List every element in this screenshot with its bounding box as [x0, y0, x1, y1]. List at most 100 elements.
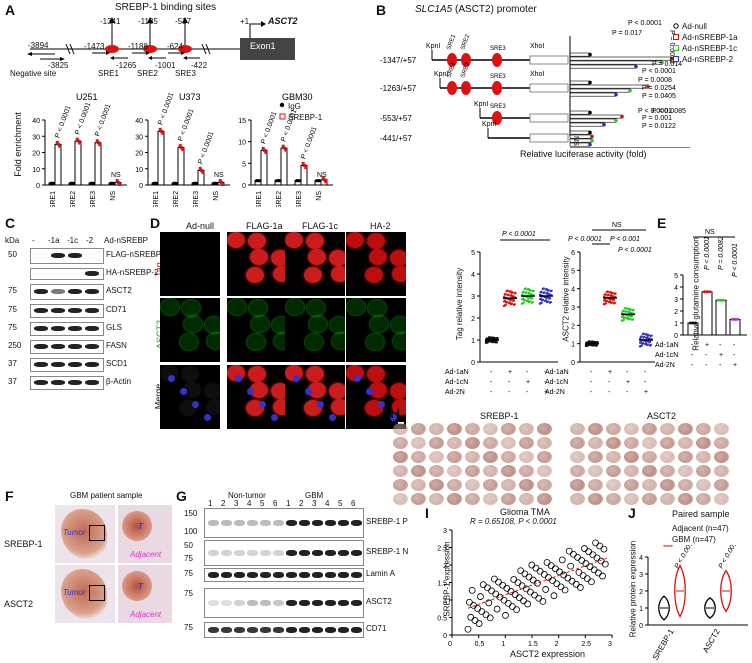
y-tick-label: 4 — [571, 287, 575, 294]
panel-letter-f: F — [5, 488, 14, 504]
blot-band — [51, 344, 65, 349]
data-point — [511, 291, 514, 294]
cond-sign: - — [490, 389, 493, 396]
blot-band — [85, 308, 99, 313]
tma-core — [429, 465, 444, 477]
blot-band — [221, 627, 232, 633]
ihc-tumor-region — [61, 569, 107, 619]
scatter-point — [599, 572, 606, 580]
data-point — [545, 287, 548, 291]
cond-sign: - — [644, 379, 647, 386]
dot-srebp — [198, 166, 202, 170]
data-point — [649, 343, 652, 347]
blot-header: Ad-nSREBP — [104, 236, 149, 245]
tma-core — [678, 479, 693, 491]
data-point — [546, 300, 550, 303]
cell — [248, 233, 266, 249]
cond-label: Ad-2N — [545, 389, 565, 396]
violin — [658, 595, 670, 621]
cell — [306, 366, 324, 382]
data-point — [627, 307, 630, 310]
scatter-point — [583, 575, 591, 583]
scatter-point — [569, 550, 577, 558]
data-point — [513, 303, 516, 306]
nucleus — [204, 414, 211, 421]
data-point — [705, 290, 709, 294]
y-tick-label: 0 — [36, 183, 40, 190]
data-point — [694, 321, 697, 325]
data-point — [603, 298, 607, 302]
p-value: P < 0.0001 — [157, 92, 175, 126]
blot-band — [338, 550, 349, 556]
data-point — [550, 289, 553, 292]
tma-core — [714, 437, 729, 449]
tma-core — [501, 437, 516, 449]
p-value: P < 0.0001 — [638, 108, 672, 115]
p-value: P = 0.0405 — [642, 93, 676, 100]
xhoi-label: XhoI — [530, 71, 544, 78]
pos-label: -3825 — [48, 61, 69, 70]
bar-srebp — [177, 147, 185, 186]
construct-label: -553/+57 — [380, 114, 412, 123]
tma-core — [519, 451, 534, 463]
tma-core — [447, 465, 462, 477]
tma-core — [447, 437, 462, 449]
data-point — [490, 340, 494, 343]
bar-srebp — [280, 147, 288, 186]
tma-core — [483, 451, 498, 463]
data-point — [514, 291, 517, 295]
data-point — [639, 341, 643, 344]
data-point — [646, 336, 649, 339]
luc-dot — [634, 64, 638, 69]
x-tick-label: NS — [316, 191, 323, 201]
scatter-point — [508, 603, 516, 610]
cell — [304, 267, 322, 283]
blot-strip — [30, 284, 104, 300]
g-group-nontumor: Non-tumor — [228, 491, 266, 500]
cell — [308, 382, 326, 398]
scatter-point — [564, 574, 572, 582]
cell — [250, 382, 268, 398]
cell — [181, 366, 199, 382]
blot-strip — [30, 358, 104, 372]
tma-core — [714, 479, 729, 491]
dot-igg — [91, 181, 95, 185]
data-point — [632, 308, 635, 312]
tma-core — [393, 465, 408, 477]
data-point — [595, 344, 598, 347]
scatter-point — [486, 614, 494, 622]
kda-marker: 75 — [8, 305, 17, 314]
blot-row-label: Lamin A — [366, 569, 395, 578]
dot-srebp — [158, 127, 162, 131]
p-value: P < 0.0001 — [642, 68, 676, 75]
blot-band — [273, 572, 284, 578]
data-point — [733, 317, 737, 321]
blot-band — [34, 380, 48, 385]
scatter-point — [553, 580, 561, 588]
scatter-point — [488, 587, 495, 595]
dot-srebp — [303, 164, 306, 167]
tma-core — [624, 465, 639, 477]
micro-col: FLAG-1c — [302, 221, 339, 231]
cond-label: Ad-1aN — [445, 369, 469, 376]
luc-box — [529, 113, 569, 123]
cond-sign: + — [705, 342, 709, 349]
data-point — [650, 334, 653, 337]
y-tick-label: 6 — [571, 250, 575, 257]
tma-core — [537, 437, 552, 449]
blot-strip — [30, 376, 104, 390]
blot-band — [85, 326, 99, 331]
kda-marker: 250 — [8, 341, 22, 350]
tma-core — [642, 465, 657, 477]
y-tick-label: 2 — [674, 309, 678, 316]
tma-core — [588, 451, 603, 463]
dot-srebp — [180, 146, 183, 150]
dot-srebp — [221, 183, 225, 187]
p-value: P < 0.0001 — [732, 243, 739, 277]
tma-core — [606, 451, 621, 463]
tma-core — [660, 437, 675, 449]
blot-band — [208, 627, 219, 633]
dot-srebp — [220, 181, 223, 185]
kda-marker: 100 — [184, 527, 198, 536]
adjacent-label: Adjacent — [130, 550, 162, 559]
